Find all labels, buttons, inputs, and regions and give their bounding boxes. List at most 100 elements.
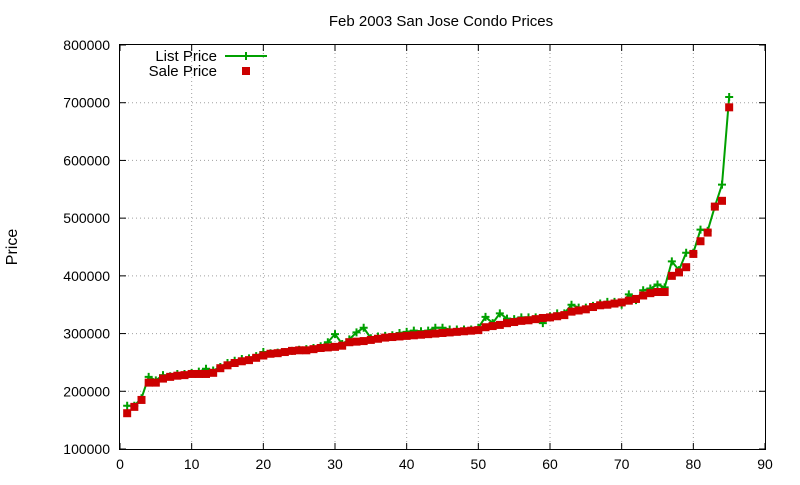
sale-price-point [503,319,511,328]
sale-price-point [725,103,734,112]
sale-price-point [280,348,289,357]
sale-price-point [359,337,368,346]
sale-price-point [417,330,425,339]
sale-price-point [718,196,726,205]
sale-price-point [273,349,282,358]
list-price-point [481,312,490,321]
sale-price-point [703,228,712,237]
sale-price-point [130,402,139,411]
sale-price-point [302,346,311,355]
sale-price-point [546,313,554,322]
axis-ticks: 0 10 20 30 40 50 60 70 80 90 100000 200000 300000 400… [63,37,773,472]
legend-marker-sale-price [242,67,250,75]
sale-price-point [675,268,683,277]
list-price-point [725,92,734,101]
legend-label-list-price: List Price [155,48,217,65]
sale-price-point [366,335,375,344]
sale-price-point [266,349,275,358]
sale-price-point [560,311,569,320]
sale-price-point [524,316,533,325]
sale-price-point [574,306,583,315]
sale-price-point [589,303,597,312]
legend-label-sale-price: Sale Price [149,63,217,80]
sale-price-point [517,316,526,325]
sale-price-point [682,263,691,272]
sale-price-point [180,371,189,380]
sale-price-point [388,333,397,342]
list-price-point [718,180,726,189]
y-tick-label: 400000 [63,268,110,284]
sale-price-point [660,288,669,297]
x-tick-label: 70 [614,456,630,472]
sale-price-point [288,346,296,355]
sale-price-point [202,369,210,378]
sale-price-point [617,298,626,307]
list-price-point [696,225,705,234]
sale-price-point [538,313,547,322]
sale-price-point [151,378,160,387]
y-tick-label: 700000 [63,95,110,111]
y-tick-label: 800000 [63,37,110,53]
x-tick-label: 40 [399,456,415,472]
sale-price-point [259,351,268,360]
x-tick-label: 10 [184,456,200,472]
sale-price-point [216,364,225,373]
sale-price-point [166,372,175,381]
x-tick-label: 0 [116,456,124,472]
y-tick-label: 300000 [63,326,110,342]
sale-price-point [424,330,433,339]
sale-price-point [531,315,540,324]
plot-border [119,44,766,450]
sale-price-point [237,357,246,366]
list-price-point [653,280,662,289]
sale-price-point [209,368,218,377]
series-layer [123,92,734,418]
x-tick-label: 80 [686,456,702,472]
sale-price-point [445,328,454,337]
sale-price-point [460,327,468,336]
sale-price-point [295,346,304,355]
sale-price-point [610,299,619,308]
y-axis-label: Price [4,229,21,266]
x-tick-label: 20 [256,456,272,472]
sale-price-point [481,323,490,332]
sale-price-point [567,307,576,316]
sale-price-point [352,337,361,346]
list-price-point [682,248,691,257]
list-price-point [352,328,361,337]
sale-price-point [137,395,146,404]
sale-price-point [223,361,232,370]
sale-price-point [467,326,476,335]
sale-price-point [331,342,339,351]
sale-price-point [624,296,633,305]
x-tick-label: 60 [542,456,558,472]
list-price-point [495,309,504,318]
legend-marker-list-price [242,52,250,60]
sale-price-point [316,344,325,352]
sale-price-point [474,326,483,335]
list-price-point [359,323,368,332]
sale-price-point [667,271,676,280]
sale-price-point [194,369,203,378]
sale-price-point [710,202,719,211]
list-price-point [123,401,132,410]
sale-price-point [596,301,605,310]
sale-price-point [230,359,239,368]
y-tick-label: 500000 [63,210,110,226]
sale-price-point [639,291,648,300]
sale-price-point [402,331,411,340]
sale-price-point [646,289,655,298]
sale-price-point [345,338,354,347]
sale-price-point [438,328,447,337]
x-tick-label: 30 [327,456,343,472]
list-price-point [567,300,576,309]
sale-price-point [338,341,347,350]
sale-price-point [510,318,519,327]
sale-price-point [581,305,590,314]
list-price-line [127,96,731,407]
y-tick-label: 600000 [63,152,110,168]
sale-price-point [309,345,318,354]
y-tick-label: 100000 [63,441,110,457]
